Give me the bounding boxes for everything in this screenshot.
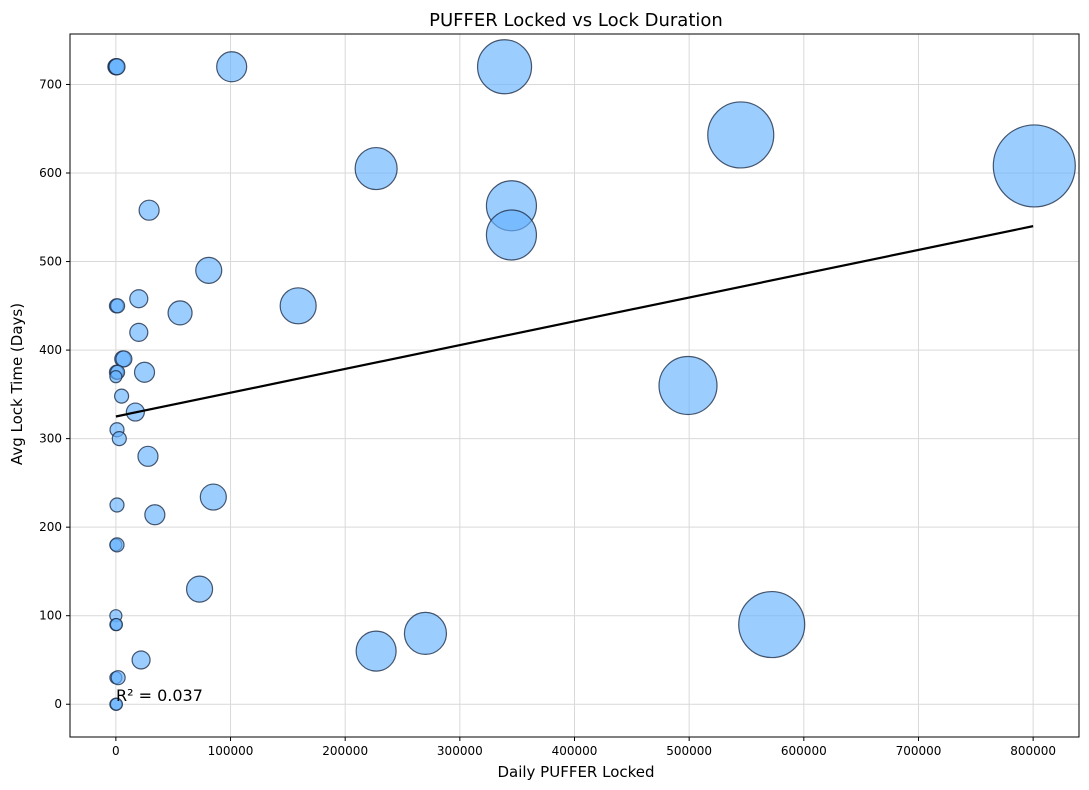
trend-line [115,225,1034,418]
x-tick-label: 100000 [208,744,254,758]
scatter-point [185,575,214,603]
y-tick-label: 600 [39,166,62,180]
x-tick-label: 0 [112,744,120,758]
r-squared-annotation: R² = 0.037 [116,686,203,705]
scatter-point [110,670,126,686]
scatter-point [129,322,149,342]
scatter-point [129,289,149,309]
scatter-point [485,209,538,261]
scatter-point [137,445,159,467]
scatter-point [109,537,125,553]
scatter-point [476,39,533,95]
points-layer [107,39,1076,711]
y-axis-ticks: 0 100 200 300 400 500 600 700 [39,77,70,711]
x-tick-label: 600000 [781,744,827,758]
y-tick-label: 300 [39,432,62,446]
y-tick-label: 100 [39,609,62,623]
y-tick-label: 200 [39,520,62,534]
chart-title: PUFFER Locked vs Lock Duration [429,10,723,31]
scatter-point [131,650,151,670]
x-tick-label: 500000 [666,744,712,758]
y-tick-label: 500 [39,255,62,269]
scatter-point [354,146,398,191]
scatter-point [355,630,397,672]
scatter-point [108,58,126,76]
scatter-point [109,617,124,632]
scatter-point [109,697,124,711]
scatter-point [279,287,317,325]
scatter-point [167,300,193,326]
scatter-point [115,350,133,368]
scatter-point [111,431,127,447]
x-tick-label: 700000 [896,744,942,758]
x-axis-ticks: 0 100000 200000 300000 400000 500000 600000 700… [112,737,1056,758]
scatter-point [113,388,130,404]
trend-layer [115,225,1034,418]
x-tick-label: 300000 [437,744,483,758]
x-tick-label: 400000 [552,744,598,758]
scatter-point [992,124,1076,208]
y-tick-label: 400 [39,343,62,357]
scatter-point [138,199,160,221]
y-tick-label: 700 [39,77,62,91]
scatter-point [109,298,126,314]
y-axis-label: Avg Lock Time (Days) [8,303,26,465]
scatter-point [199,483,227,511]
y-tick-label: 0 [54,697,62,711]
x-tick-label: 200000 [322,744,368,758]
scatter-point [658,355,718,416]
scatter-point [403,611,448,656]
scatter-point [216,51,248,83]
x-tick-label: 800000 [1010,744,1056,758]
scatter-point [144,504,166,526]
scatter-point [707,101,775,169]
scatter-point [109,497,125,513]
scatter-point [738,590,806,659]
x-axis-label: Daily PUFFER Locked [497,763,654,781]
scatter-point [195,256,223,284]
scatter-point [109,370,123,384]
grid [70,34,1079,737]
scatter-point [133,361,156,383]
